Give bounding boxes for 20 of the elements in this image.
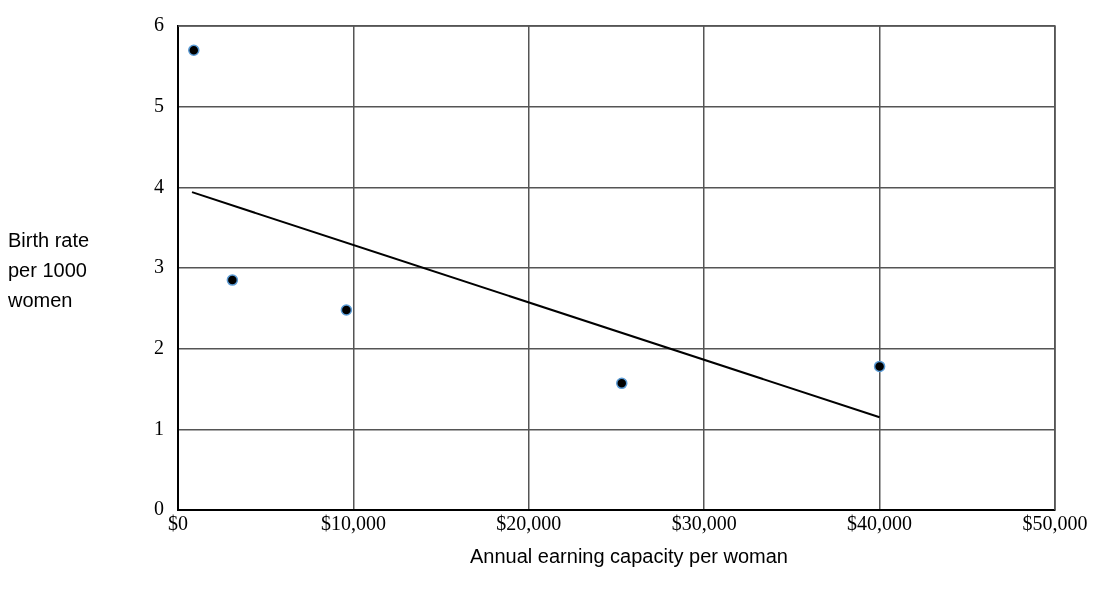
point xyxy=(873,360,886,373)
y-tick-label: 2 xyxy=(154,335,164,358)
x-tick-label: $0 xyxy=(168,512,188,535)
y-tick-label: 3 xyxy=(154,255,164,278)
x-tick-label: $20,000 xyxy=(496,512,562,535)
x-tick-label: $50,000 xyxy=(1022,512,1088,535)
y-axis-title: Birth rate per 1000 women xyxy=(8,228,91,313)
y-tick-label: 4 xyxy=(154,174,164,197)
x-axis-title: Annual earning capacity per woman xyxy=(469,545,789,568)
point xyxy=(616,377,628,390)
y-tick-label: 1 xyxy=(154,416,164,439)
point xyxy=(340,304,353,316)
x-tick-label: $10,000 xyxy=(320,512,386,535)
x-tick-label: $40,000 xyxy=(847,512,913,535)
y-tick-label: 5 xyxy=(154,93,164,116)
point xyxy=(226,274,239,286)
x-tick-label: $30,000 xyxy=(671,512,737,535)
y-tick-label: 6 xyxy=(154,13,164,36)
point xyxy=(188,44,200,56)
y-tick-label: 0 xyxy=(154,497,164,520)
